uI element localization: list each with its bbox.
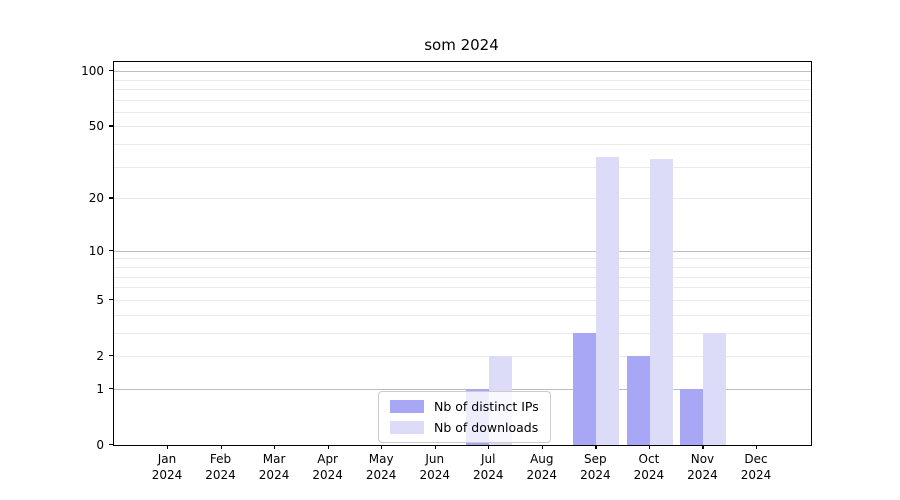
legend-swatch-downloads [390, 421, 424, 434]
x-tick-mark [648, 445, 651, 450]
gridline-minor [114, 266, 811, 268]
x-tick-label: Sep 2024 [580, 452, 611, 482]
gridline-minor [114, 79, 811, 81]
bar-distinct-ips-oct [626, 355, 650, 445]
y-tick-mark [109, 70, 113, 72]
y-tick-mark [109, 387, 113, 390]
chart-title: som 2024 [424, 36, 499, 54]
gridline-minor [114, 198, 811, 200]
x-tick-label: Apr 2024 [312, 452, 343, 482]
x-tick-mark [756, 445, 758, 450]
y-tick-label: 1 [96, 381, 104, 396]
y-tick-label: 20 [88, 191, 104, 206]
x-tick-mark [541, 445, 543, 450]
y-tick-mark [109, 298, 113, 301]
y-tick-label: 10 [88, 243, 104, 258]
x-tick-mark [434, 445, 436, 450]
gridline-minor [114, 258, 811, 260]
gridline-major [114, 250, 811, 252]
bar-distinct-ips-sep [573, 332, 597, 445]
y-tick-label: 2 [96, 348, 104, 363]
bar-distinct-ips-nov [680, 388, 704, 445]
x-tick-label: Oct 2024 [633, 452, 665, 482]
gridline-major [114, 388, 811, 390]
y-tick-label: 100 [81, 64, 104, 79]
x-tick-mark [167, 445, 169, 450]
y-tick-mark [109, 249, 113, 251]
y-tick-label: 50 [88, 119, 104, 134]
plot-area [113, 61, 812, 446]
x-tick-label: Jul 2024 [472, 452, 504, 482]
legend: Nb of distinct IPs Nb of downloads [378, 391, 551, 443]
x-tick-mark [327, 445, 329, 450]
gridline-minor [114, 332, 811, 334]
gridline-minor [114, 88, 811, 90]
legend-row-distinct-ips: Nb of distinct IPs [390, 399, 539, 414]
gridline-minor [114, 166, 811, 168]
x-tick-label: Feb 2024 [205, 452, 236, 482]
x-tick-mark [220, 445, 222, 450]
gridline-minor [114, 144, 811, 146]
legend-swatch-distinct-ips [390, 400, 424, 413]
y-tick-label: 0 [96, 438, 104, 452]
x-tick-label: Jan 2024 [151, 452, 183, 482]
x-tick-label: Dec 2024 [740, 452, 772, 482]
x-tick-mark [274, 445, 276, 450]
gridline-major [114, 71, 811, 73]
bar-downloads-oct [649, 159, 673, 445]
x-tick-label: Mar 2024 [258, 452, 290, 482]
y-tick-mark [109, 444, 113, 446]
gridline-minor [114, 314, 811, 316]
gridline-minor [114, 111, 811, 113]
legend-label-distinct-ips: Nb of distinct IPs [434, 399, 539, 414]
gridline-minor [114, 287, 811, 289]
legend-label-downloads: Nb of downloads [434, 420, 539, 435]
x-tick-label: Nov 2024 [687, 452, 718, 482]
gridline-minor [114, 355, 811, 357]
gridline-minor [114, 126, 811, 128]
x-tick-label: Aug 2024 [526, 452, 558, 482]
y-tick-mark [109, 197, 113, 199]
x-tick-mark [595, 445, 597, 450]
y-tick-label: 5 [96, 292, 104, 307]
x-tick-label: Jun 2024 [419, 452, 450, 482]
bar-downloads-nov [703, 332, 727, 445]
legend-row-downloads: Nb of downloads [390, 420, 539, 435]
x-tick-mark [702, 445, 704, 450]
x-tick-mark [488, 445, 490, 450]
y-tick-mark [109, 125, 113, 127]
y-tick-mark [109, 354, 113, 357]
x-tick-label: May 2024 [365, 452, 397, 482]
bar-downloads-sep [596, 156, 620, 445]
gridline-minor [114, 99, 811, 101]
gridline-minor [114, 299, 811, 301]
x-tick-mark [381, 445, 383, 450]
gridline-minor [114, 276, 811, 278]
